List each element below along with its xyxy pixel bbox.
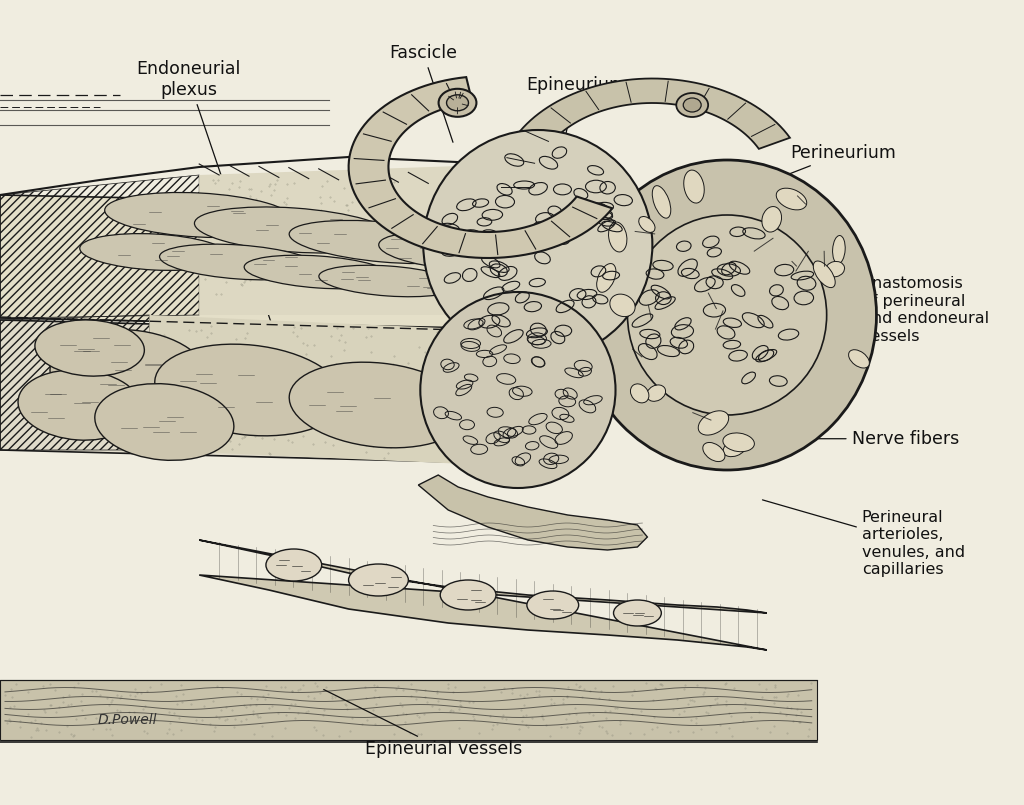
Ellipse shape	[446, 95, 468, 111]
Polygon shape	[0, 195, 567, 330]
Text: Epineurium: Epineurium	[526, 76, 627, 179]
Ellipse shape	[652, 186, 671, 218]
Ellipse shape	[613, 600, 662, 626]
Ellipse shape	[833, 236, 845, 264]
Ellipse shape	[160, 244, 318, 280]
Ellipse shape	[597, 263, 615, 292]
Ellipse shape	[683, 98, 701, 112]
Ellipse shape	[578, 160, 877, 470]
Ellipse shape	[647, 385, 666, 402]
Ellipse shape	[776, 188, 807, 210]
Ellipse shape	[684, 170, 705, 203]
Text: Anastomosis
of perineural
and endoneural
vessels: Anastomosis of perineural and endoneural…	[794, 276, 989, 344]
Ellipse shape	[348, 564, 409, 596]
Ellipse shape	[318, 266, 458, 297]
Ellipse shape	[80, 233, 229, 270]
Ellipse shape	[610, 294, 635, 316]
Circle shape	[423, 130, 652, 360]
Text: Perineural
arterioles,
venules, and
capillaries: Perineural arterioles, venules, and capi…	[763, 500, 965, 577]
Ellipse shape	[244, 255, 393, 289]
Ellipse shape	[95, 384, 233, 460]
Ellipse shape	[155, 345, 343, 436]
Text: Endoneurial
plexus: Endoneurial plexus	[136, 60, 280, 348]
Polygon shape	[200, 540, 767, 650]
Ellipse shape	[639, 217, 655, 233]
Ellipse shape	[35, 320, 144, 376]
Polygon shape	[348, 77, 612, 258]
Ellipse shape	[723, 440, 746, 456]
Ellipse shape	[702, 443, 725, 461]
Text: Epineurial vessels: Epineurial vessels	[324, 690, 522, 758]
Ellipse shape	[289, 221, 478, 263]
Text: Fascicle: Fascicle	[389, 44, 458, 142]
Ellipse shape	[104, 192, 294, 237]
Circle shape	[628, 215, 826, 415]
Text: Nerve fibers: Nerve fibers	[773, 430, 958, 448]
Ellipse shape	[379, 232, 527, 270]
Ellipse shape	[698, 411, 729, 435]
Ellipse shape	[18, 369, 141, 440]
Ellipse shape	[289, 362, 468, 448]
Polygon shape	[200, 165, 488, 315]
Ellipse shape	[440, 580, 496, 610]
Ellipse shape	[195, 207, 393, 253]
Ellipse shape	[825, 262, 845, 277]
Polygon shape	[419, 475, 647, 550]
Polygon shape	[498, 79, 790, 204]
Polygon shape	[0, 320, 567, 465]
Ellipse shape	[266, 549, 322, 581]
Polygon shape	[0, 680, 817, 740]
Circle shape	[420, 292, 615, 488]
Ellipse shape	[438, 89, 476, 117]
Ellipse shape	[723, 433, 755, 452]
Ellipse shape	[676, 93, 709, 117]
Ellipse shape	[608, 222, 627, 252]
Polygon shape	[150, 315, 488, 465]
Ellipse shape	[849, 349, 869, 368]
Text: D.Powell: D.Powell	[97, 713, 158, 728]
Ellipse shape	[631, 384, 649, 402]
Ellipse shape	[813, 261, 836, 287]
Ellipse shape	[50, 329, 209, 420]
Text: Perineurium: Perineurium	[732, 144, 896, 196]
Ellipse shape	[527, 591, 579, 619]
Ellipse shape	[762, 207, 781, 232]
